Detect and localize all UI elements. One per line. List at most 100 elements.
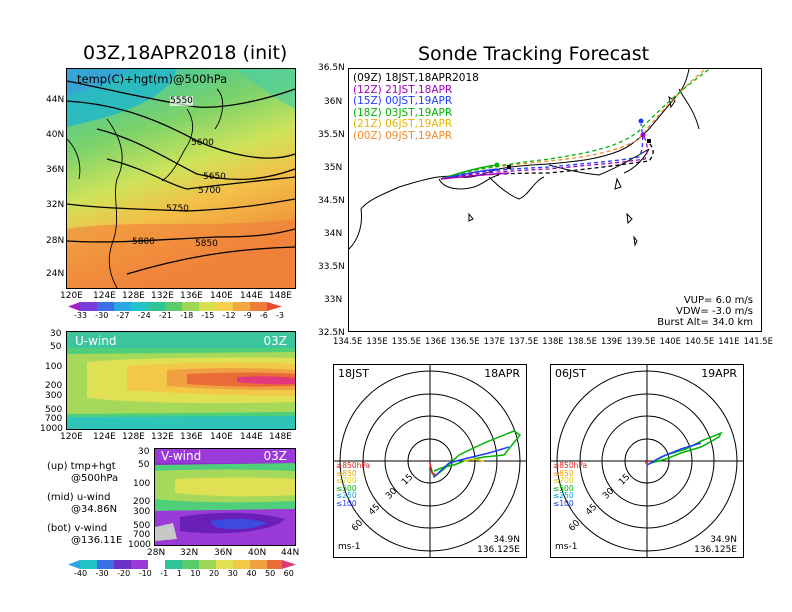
lon-tick: 134.5E — [333, 336, 363, 346]
p-tick: 50 — [138, 460, 150, 470]
hodo-date: 18APR — [484, 367, 520, 380]
level-entry: ≤500 — [336, 483, 357, 493]
level-entry: ≤100 — [553, 498, 574, 508]
p-tick: 500 — [45, 405, 63, 415]
colorbar-label: -1 — [160, 569, 169, 578]
colorbar-label: 30 — [227, 569, 238, 578]
lat-tick: 33N — [324, 295, 343, 305]
hodograph-left: 18JST 18APR 15 30 45 60 ≥850hPa ≤850 ≤70… — [333, 364, 527, 558]
lon-tick: 120E — [60, 432, 83, 442]
level-entry: ≤850 — [553, 468, 574, 478]
lon-tick: 120E — [60, 291, 83, 301]
track-map: (09Z) 18JST,18APR2018 (12Z) 21JST,18APR … — [348, 68, 762, 332]
legend-entry: (12Z) 21JST,18APR — [353, 83, 453, 96]
lat-tick: 28N — [147, 548, 166, 558]
lon-tick: 140E — [210, 432, 233, 442]
lon-tick: 141.5E — [743, 336, 773, 346]
hodograph-drawing — [551, 365, 743, 557]
lon-tick: 136E — [180, 291, 203, 301]
lat-tick: 34N — [324, 229, 343, 239]
level-entry: ≤700 — [336, 476, 357, 485]
wind-colorbar-labels: -40 -30 -20 -10 -1 1 10 20 30 40 50 60 — [74, 569, 294, 578]
contour-label: 5700 — [198, 186, 221, 196]
level-entry: ≤100 — [336, 498, 357, 508]
hodo-lon: 136.125E — [477, 545, 520, 555]
p-tick: 300 — [133, 507, 151, 517]
contour-label: 5550 — [170, 96, 193, 106]
right-title: Sonde Tracking Forecast — [418, 43, 650, 65]
lon-tick: 138.5E — [567, 336, 597, 346]
lon-tick: 138E — [542, 336, 564, 346]
lat-tick: 40N — [46, 130, 65, 140]
p-tick: 30 — [50, 329, 62, 339]
param-line: VDW= -3.0 m/s — [676, 306, 753, 317]
colorbar-label: -12 — [222, 311, 236, 320]
level-entry: ≤500 — [553, 483, 574, 493]
contour-label: 5650 — [203, 172, 226, 182]
lat-tick: 40N — [248, 548, 267, 558]
track-legend: (09Z) 18JST,18APR2018 (12Z) 21JST,18APR … — [353, 72, 479, 142]
lat-tick: 36.5N — [318, 63, 345, 73]
note-mid: (mid) u-wind @34.86N — [47, 492, 117, 516]
lon-tick: 139.5E — [626, 336, 656, 346]
colorbar-label: -40 — [74, 569, 88, 578]
u-wind-label: U-wind — [75, 334, 117, 348]
hodo-time: 18JST — [338, 367, 369, 380]
track-map-drawing — [349, 69, 711, 250]
hodograph-drawing — [334, 365, 526, 557]
v-wind-panel: V-wind 03Z — [154, 448, 296, 546]
p-tick: 700 — [133, 530, 151, 540]
colorbar-label: -9 — [243, 311, 252, 320]
contour-label: 5800 — [132, 237, 155, 247]
u-wind-field — [67, 332, 295, 429]
level-entry: ≤250 — [553, 491, 574, 500]
map-label: temp(C)+hgt(m)@500hPa — [77, 72, 228, 86]
colorbar-label: -10 — [138, 569, 152, 578]
colorbar-label: -20 — [117, 569, 131, 578]
temp-colorbar — [68, 302, 282, 311]
p-tick: 1000 — [128, 540, 151, 550]
lat-tick: 24N — [46, 269, 65, 279]
left-title: 03Z,18APR2018 (init) — [83, 42, 288, 64]
level-legend: ≥850hPa ≤850 ≤700 ≤500 ≤250 ≤100 — [553, 462, 587, 507]
colorbar-label: 10 — [190, 569, 201, 578]
note-line: @34.86N — [71, 504, 118, 515]
lon-tick: 144E — [240, 432, 263, 442]
p-tick: 50 — [50, 342, 62, 352]
colorbar-label: -15 — [201, 311, 215, 320]
p-tick: 1000 — [40, 424, 63, 434]
note-line: (bot) v-wind — [47, 523, 108, 534]
lat-tick: 35.5N — [318, 130, 345, 140]
lon-tick: 136E — [424, 336, 447, 346]
contour-label: 5850 — [195, 239, 218, 249]
lon-tick: 140E — [210, 291, 233, 301]
note-up: (up) tmp+hgt @500hPa — [47, 461, 118, 485]
legend-entry: (21Z) 06JST,19APR — [353, 118, 453, 130]
lon-tick: 132E — [151, 432, 174, 442]
hodo-unit: ms-1 — [338, 542, 361, 552]
lat-tick: 36N — [46, 165, 65, 175]
lon-tick: 135.5E — [391, 336, 421, 346]
lon-tick: 144E — [240, 291, 263, 301]
colorbar-label: -3 — [276, 311, 284, 320]
colorbar-label: 60 — [283, 569, 294, 578]
lon-tick: 124E — [93, 291, 116, 301]
colorbar-label: 50 — [264, 569, 276, 578]
lon-tick: 148E — [269, 291, 292, 301]
lon-tick: 137E — [483, 336, 505, 346]
note-line: @136.11E — [71, 535, 123, 546]
hodo-lat: 34.9N — [710, 535, 737, 545]
p-tick: 30 — [138, 447, 150, 457]
legend-entry: (15Z) 00JST,19APR — [353, 95, 453, 107]
temp-colorbar-labels: -33 -30 -27 -24 -21 -18 -15 -12 -9 -6 -3 — [74, 311, 284, 320]
lon-tick: 124E — [93, 432, 116, 442]
lat-tick: 32.5N — [318, 328, 345, 338]
lat-tick: 32N — [180, 548, 199, 558]
lat-tick: 44N — [281, 548, 300, 558]
colorbar-label: -6 — [259, 311, 268, 320]
colorbar-label: -21 — [158, 311, 172, 320]
u-wind-time: 03Z — [263, 334, 288, 348]
level-legend: ≥850hPa ≤850 ≤700 ≤500 ≤250 ≤100 — [336, 462, 370, 507]
hodograph-right: 06JST 19APR 15 30 45 60 ≥850hPa ≤850 ≤70… — [550, 364, 744, 558]
track-lon-ticks: 134.5E 135E 135.5E 136E 136.5E 137E 137.… — [333, 336, 773, 346]
